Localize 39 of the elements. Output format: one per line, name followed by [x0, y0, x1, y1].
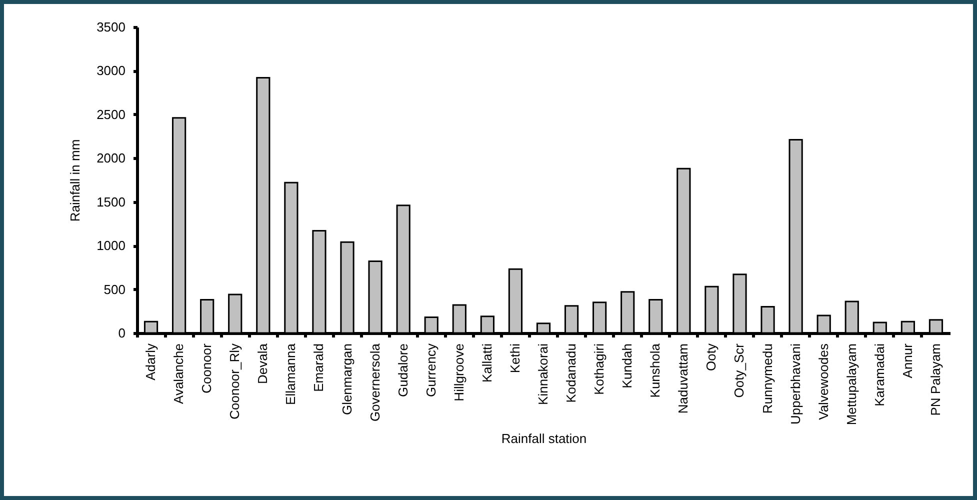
y-axis-title: Rainfall in mm [68, 139, 83, 222]
y-tick-label: 2000 [96, 150, 126, 166]
y-tick-label: 1000 [96, 238, 126, 254]
x-tick-label: Karamadai [872, 343, 887, 406]
y-tick-label: 2500 [96, 106, 126, 122]
x-tick-label: Valvewoodes [816, 343, 831, 420]
y-tick-label: 3000 [96, 63, 126, 78]
x-tick-label: Ellamanna [283, 342, 298, 405]
x-tick-label: Upperbhavani [788, 343, 803, 424]
x-tick-label: Coonoor_Rly [227, 343, 242, 420]
x-axis-title: Rainfall station [501, 431, 587, 446]
x-tick-label: Kinnakorai [536, 343, 550, 405]
y-tick-label: 0 [118, 326, 126, 340]
x-tick-label: PN Palayam [928, 344, 943, 416]
x-tick-label: Hillgroove [451, 344, 466, 402]
x-tick-label: Runnymedu [760, 344, 775, 414]
x-tick-label: Governersola [367, 342, 382, 422]
x-tick-label: Kodanadu [564, 344, 579, 403]
x-tick-label: Mettupalayam [844, 344, 859, 426]
x-tick-label: Ooty [704, 343, 719, 371]
x-tick-label: Annur [900, 342, 915, 378]
x-tick-label: Kallatti [479, 343, 494, 383]
x-tick-label: Gurrency [423, 343, 438, 397]
x-tick-label: Kundah [620, 344, 635, 388]
x-tick-label: Glenmargan [339, 344, 354, 416]
x-tick-label: Coonoor [199, 342, 214, 394]
x-tick-label: Ooty_Scr [732, 342, 747, 398]
x-tick-label: Avalanche [171, 344, 186, 404]
x-tick-label: Adarly [143, 343, 158, 380]
x-tick-label: Naduvattam [676, 344, 691, 414]
x-tick-label: Kethi [507, 343, 522, 374]
x-tick-label: Devala [255, 342, 270, 384]
x-tick-label: Kunshola [648, 342, 663, 398]
x-tick-label: Emarald [311, 344, 326, 392]
y-tick-label: 3500 [96, 20, 126, 34]
y-tick-label: 500 [104, 282, 126, 297]
y-tick-label: 1500 [96, 194, 126, 210]
x-tick-label: Kothagiri [592, 343, 607, 395]
x-tick-label: Gudalore [395, 344, 410, 397]
